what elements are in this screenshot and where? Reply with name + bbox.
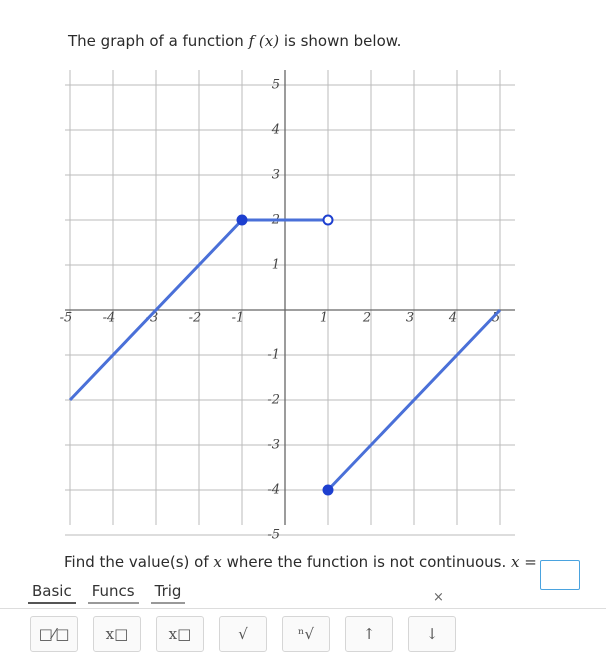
x-tick-label: 2 — [362, 311, 371, 326]
tool-button[interactable]: √ — [219, 616, 267, 652]
x-tick-label: -3 — [146, 311, 159, 326]
close-button[interactable]: × — [433, 590, 444, 605]
x-tick-label: 4 — [448, 311, 457, 326]
prompt-rest: where the function is not continuous. — [226, 553, 507, 571]
closed-point — [236, 214, 248, 226]
prompt-text: Find the value(s) of — [64, 553, 209, 571]
open-point — [322, 214, 334, 226]
question-math: f (x) — [248, 32, 280, 50]
x-tick-label: 1 — [320, 311, 328, 326]
buttons: □⁄□ x□ x□ √ ⁿ√ ↑ ↓ — [30, 616, 456, 652]
tab[interactable]: Basic — [28, 580, 76, 604]
tool-button[interactable]: □⁄□ — [30, 616, 78, 652]
x-tick-label: -2 — [189, 311, 202, 326]
question-suffix: is shown below. — [283, 32, 402, 50]
tool-button[interactable]: x□ — [156, 616, 204, 652]
x-tick-label: -1 — [232, 311, 245, 326]
y-tick-label: -4 — [267, 483, 280, 498]
separator — [0, 608, 606, 609]
prompt-math: x — [213, 553, 222, 571]
tool-button[interactable]: ↑ — [345, 616, 393, 652]
tool-button[interactable]: ↓ — [408, 616, 456, 652]
x-tick-label: 3 — [406, 311, 414, 326]
answer-label: x = — [511, 553, 537, 571]
tab[interactable]: Funcs — [87, 580, 139, 604]
y-tick-label: 3 — [272, 168, 280, 183]
x-tick-label: -5 — [60, 311, 73, 326]
tool-button[interactable]: x□ — [93, 616, 141, 652]
x-tick-label: 5 — [492, 311, 500, 326]
x-tick-label: -4 — [103, 311, 116, 326]
y-tick-label: -1 — [267, 348, 280, 363]
y-tick-label: 5 — [272, 78, 280, 93]
y-tick-label: -3 — [267, 438, 280, 453]
y-tick-label: -5 — [267, 528, 280, 541]
question: The graph of a function f (x) is shown b… — [68, 32, 401, 50]
question-prefix: The graph of a function — [68, 32, 244, 50]
tab[interactable]: Trig — [150, 580, 186, 604]
tabs: Basic Funcs Trig — [28, 580, 186, 604]
y-tick-label: 1 — [272, 258, 280, 273]
y-tick-label: 4 — [271, 123, 280, 138]
closed-point — [322, 484, 334, 496]
y-tick-label: -2 — [267, 393, 280, 408]
answer-input[interactable] — [540, 560, 580, 590]
tool-button[interactable]: ⁿ√ — [282, 616, 330, 652]
prompt: Find the value(s) of x where the functio… — [64, 553, 537, 571]
